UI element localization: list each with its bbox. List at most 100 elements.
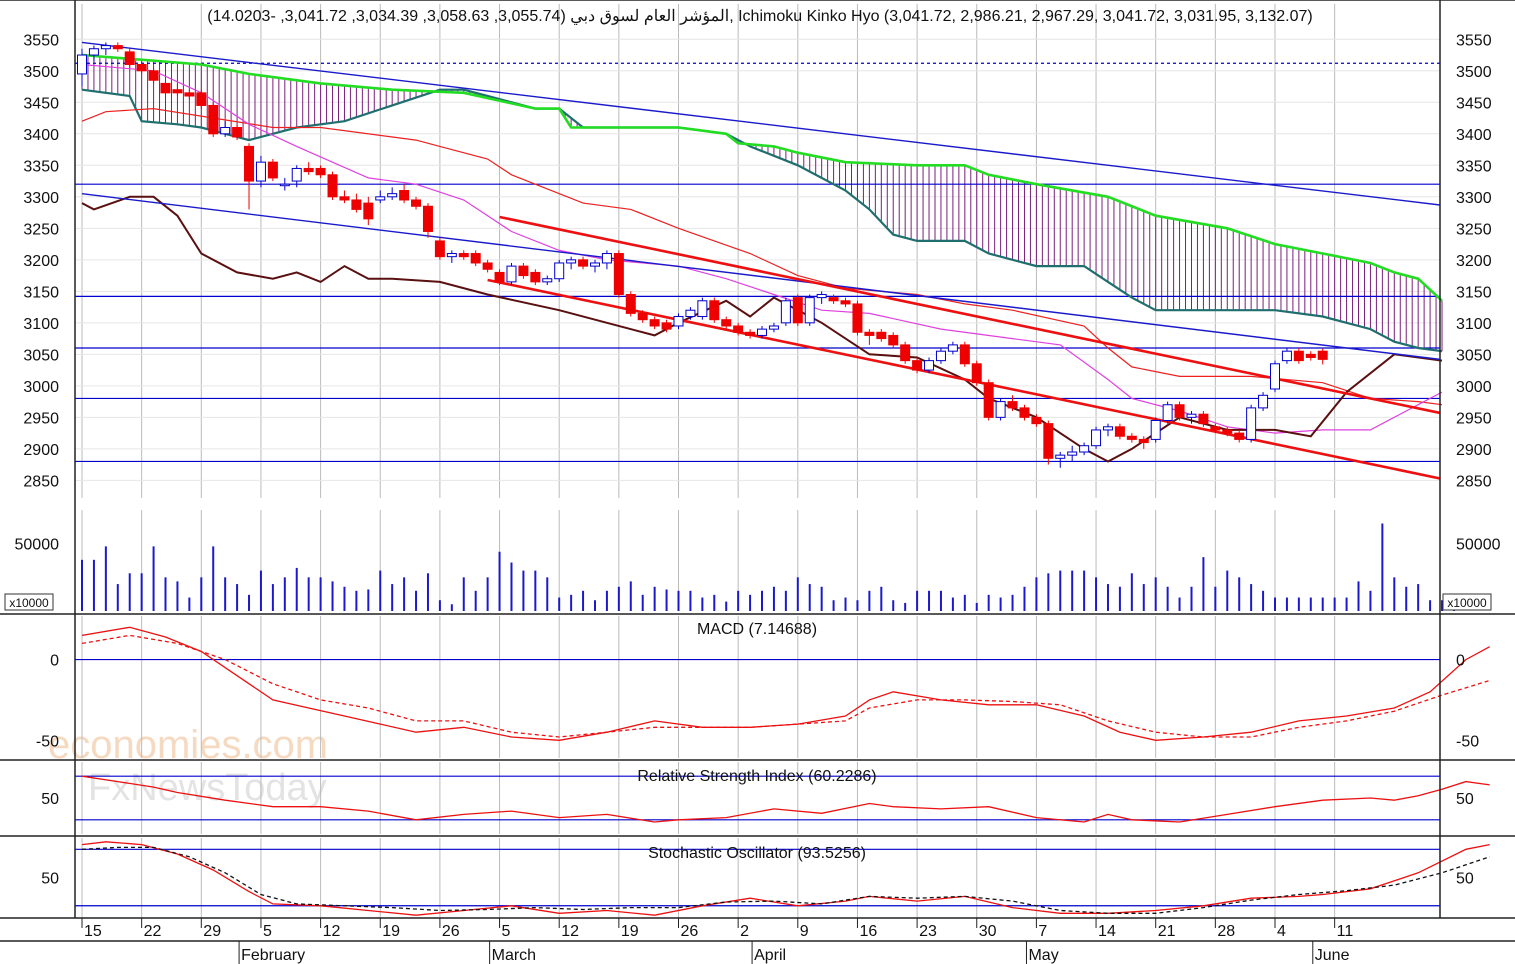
candle-body (375, 196, 386, 201)
price-tick-left: 2850 (23, 473, 59, 490)
candle-body (613, 253, 624, 295)
price-tick-right: 3050 (1456, 347, 1492, 364)
x-day-label: 21 (1158, 923, 1176, 940)
candle-body (244, 145, 255, 182)
candle-body (1138, 438, 1149, 444)
panel-titles: المؤشر العام لسوق دبي (3,055.74, 3,058.6… (207, 8, 1312, 862)
volume-tick-right: 50000 (1456, 537, 1501, 554)
candle-body (1305, 353, 1316, 358)
rsi-tick-left: 50 (41, 791, 59, 808)
candle-body (1234, 432, 1245, 440)
x-month-label: April (754, 947, 786, 964)
price-tick-left: 3150 (23, 284, 59, 301)
x-day-label: 30 (979, 923, 997, 940)
candle-body (995, 401, 1006, 418)
price-tick-left: 3100 (23, 316, 59, 333)
candle-body (721, 319, 732, 327)
candle-body (506, 265, 517, 283)
price-tick-left: 3300 (23, 190, 59, 207)
x-month-label: May (1028, 947, 1058, 964)
macd-tick-left: 0 (50, 653, 59, 670)
candle-body (840, 300, 851, 305)
candle-body (1162, 404, 1173, 421)
indicator-lines (75, 41, 1443, 480)
volume-unit-left: x10000 (9, 596, 49, 610)
trend-channel-line (81, 41, 1441, 206)
candle-body (255, 161, 266, 182)
candle-body (589, 262, 600, 267)
candle-body (685, 309, 696, 318)
price-tick-right: 3250 (1456, 221, 1492, 238)
price-tick-right: 2950 (1456, 410, 1492, 427)
candle-body (470, 253, 481, 264)
candle-body (172, 89, 183, 94)
x-month-label: March (492, 947, 536, 964)
price-tick-right: 3200 (1456, 253, 1492, 270)
panel-frames (0, 0, 1515, 942)
candle-body (387, 193, 398, 198)
candle-body (494, 271, 505, 283)
candle-body (1091, 429, 1102, 447)
x-day-label: 12 (323, 923, 341, 940)
price-tick-right: 3150 (1456, 284, 1492, 301)
candle-body (124, 51, 135, 65)
candle-body (291, 167, 302, 182)
candle-body (196, 92, 207, 106)
candle-body (1246, 407, 1257, 440)
stochastic-d-line (81, 846, 1490, 914)
trend-channel-line (499, 215, 1441, 415)
candle-body (112, 45, 123, 50)
candle-body (924, 360, 935, 371)
candle-body (757, 328, 768, 336)
price-tick-right: 3300 (1456, 190, 1492, 207)
price-tick-left: 2950 (23, 410, 59, 427)
stochastic-tick-left: 50 (41, 871, 59, 888)
x-month-label: February (241, 947, 305, 964)
senkou-span-b-line (81, 88, 1443, 353)
candle-body (100, 45, 111, 50)
watermark-fxnewstoday: FxNewsToday (88, 767, 327, 809)
candle-body (828, 297, 839, 302)
x-day-label: 28 (1217, 923, 1235, 940)
stochastic-tick-right: 50 (1456, 871, 1474, 888)
candle-body (518, 265, 529, 277)
candle-body (1043, 423, 1054, 459)
macd-line (81, 626, 1491, 741)
price-tick-left: 3050 (23, 347, 59, 364)
candle-body (446, 253, 457, 258)
x-day-label: 7 (1038, 923, 1047, 940)
stochastic-k-line (81, 841, 1490, 916)
candle-body (399, 190, 410, 201)
candle-body (709, 300, 720, 321)
candle-body (1102, 426, 1113, 431)
candle-body (947, 344, 958, 352)
price-tick-left: 3200 (23, 253, 59, 270)
x-day-label: 29 (203, 923, 221, 940)
x-day-label: 22 (144, 923, 162, 940)
candle-body (220, 127, 231, 135)
candle-body (900, 344, 911, 362)
macd-tick-right: -50 (1456, 733, 1479, 750)
candle-body (983, 382, 994, 418)
candle-body (208, 104, 219, 135)
rsi-panel-title: Relative Strength Index (60.2286) (637, 768, 876, 785)
price-tick-right: 3100 (1456, 316, 1492, 333)
candle-body (160, 82, 171, 94)
candle-body (625, 293, 636, 314)
price-tick-left: 3450 (23, 95, 59, 112)
candle-body (697, 300, 708, 318)
price-tick-right: 2850 (1456, 473, 1492, 490)
candle-body (1114, 426, 1125, 437)
candle-body (1055, 454, 1066, 459)
candle-body (971, 363, 982, 384)
x-day-label: 5 (502, 923, 511, 940)
candle-body (482, 262, 493, 270)
price-tick-left: 2900 (23, 442, 59, 459)
candle-body (339, 196, 350, 201)
x-day-label: 26 (681, 923, 699, 940)
price-tick-right: 3500 (1456, 64, 1492, 81)
price-tick-right: 3350 (1456, 158, 1492, 175)
x-day-label: 15 (84, 923, 102, 940)
x-day-label: 2 (740, 923, 749, 940)
